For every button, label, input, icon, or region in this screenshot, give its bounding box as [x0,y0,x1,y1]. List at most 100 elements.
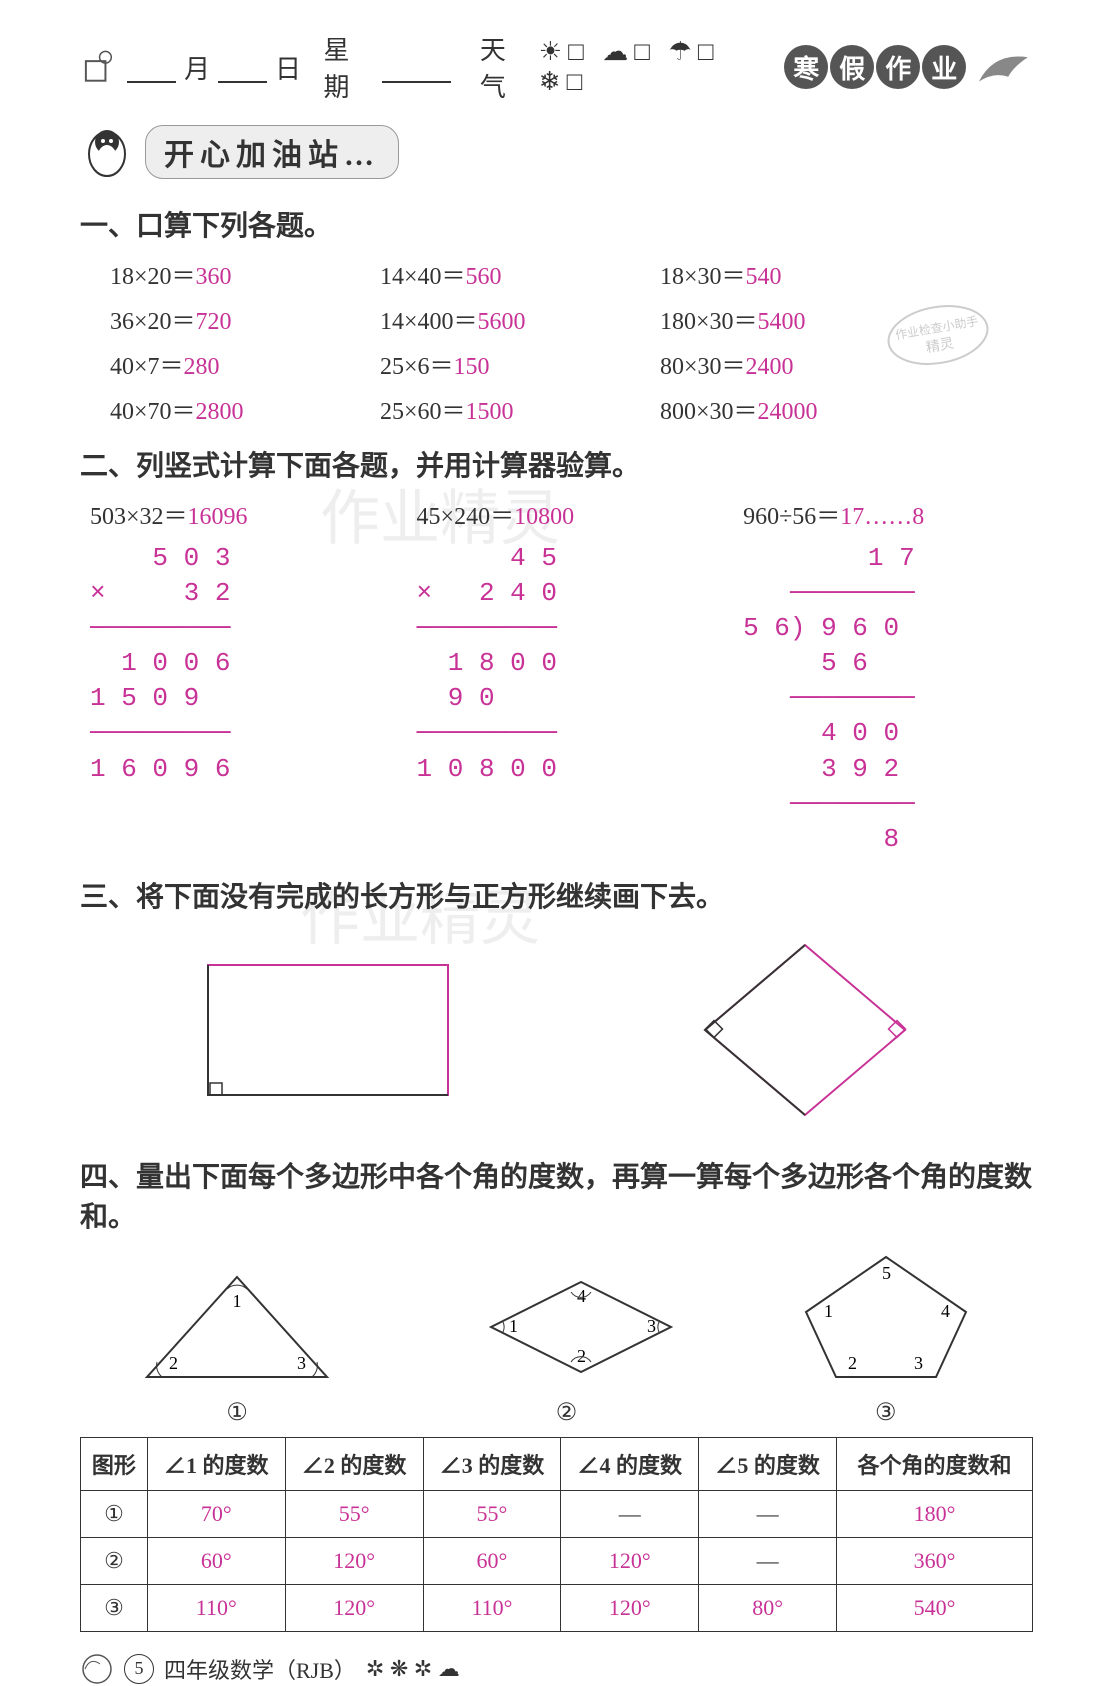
cell-value: 60° [423,1537,561,1584]
svg-text:2: 2 [848,1353,857,1373]
badge: 寒 [784,45,828,89]
svg-text:5: 5 [882,1263,891,1283]
cell-value: 55° [423,1490,561,1537]
day-blank[interactable] [218,51,267,82]
cell-value: 55° [285,1490,423,1537]
stamp-graphic: 作业检查小助手 精灵 [883,300,993,370]
svg-text:3: 3 [914,1353,923,1373]
vertical-problem: 45×240＝10800 4 5 × 2 4 0 ───────── 1 8 0… [417,496,697,857]
cell-value: 70° [147,1490,285,1537]
math-problem: 14×40＝560 [380,256,650,291]
svg-text:精灵: 精灵 [925,336,955,357]
page-header: 月 日 星期 天气 ☀□ ☁□ ☂□ ❄□ 寒 假 作 业 [80,30,1033,104]
section1-title: 一、口算下列各题。 [80,204,1033,244]
station-title: 开心加油站… [145,125,399,179]
svg-text:2: 2 [169,1353,178,1373]
weekday-blank[interactable] [382,51,451,82]
polygons-row: 1 2 3 ① 1 2 3 4 ② 1 2 3 4 5 ③ [80,1247,1033,1427]
cell-shape: ③ [81,1584,148,1631]
footer-text: 四年级数学（RJB） [164,1653,356,1685]
table-row: ③ 110° 120° 110° 120° 80° 540° [81,1584,1033,1631]
cell-value: 120° [561,1537,699,1584]
long-calculation: 5 0 3 × 3 2 ───────── 1 0 0 6 1 5 0 9 ──… [90,541,370,787]
math-problem: 25×6＝150 [380,346,650,381]
vertical-problem: 503×32＝16096 5 0 3 × 3 2 ───────── 1 0 0… [90,496,370,857]
footer-ornament: ✲ ❋ ✲ ☁ [366,1656,460,1682]
table-row: ① 70° 55° 55° — — 180° [81,1490,1033,1537]
cell-value: 110° [147,1584,285,1631]
section2-title: 二、列竖式计算下面各题，并用计算器验算。 [80,444,1033,484]
cell-value: 360° [837,1537,1033,1584]
section3-title: 三、将下面没有完成的长方形与正方形继续画下去。 [80,875,1033,915]
cell-shape: ① [81,1490,148,1537]
footer-decoration-icon [80,1652,114,1686]
vertical-calc-row: 503×32＝16096 5 0 3 × 3 2 ───────── 1 0 0… [80,496,1033,857]
month-blank[interactable] [127,51,176,82]
math-problem: 800×30＝24000 [660,391,960,426]
header-decoration-icon [80,47,119,87]
math-problem: 25×60＝1500 [380,391,650,426]
table-header: ∠4 的度数 [561,1437,699,1490]
title-badges: 寒 假 作 业 [784,45,966,89]
table-header: ∠5 的度数 [699,1437,837,1490]
table-header: 图形 [81,1437,148,1490]
leaf-decoration-icon [974,47,1033,87]
square-shape [695,935,915,1125]
weather-icons[interactable]: ☀□ ☁□ ☂□ ❄□ [539,37,776,97]
page-footer: 5 四年级数学（RJB） ✲ ❋ ✲ ☁ [80,1652,1033,1686]
polygon-pentagon: 1 2 3 4 5 ③ [796,1247,976,1427]
cell-value: 60° [147,1537,285,1584]
section4-title: 四、量出下面每个多边形中各个角的度数，再算一算每个多边形各个角的度数和。 [80,1155,1033,1235]
angles-table: 图形 ∠1 的度数 ∠2 的度数 ∠3 的度数 ∠4 的度数 ∠5 的度数 各个… [80,1437,1033,1632]
month-label: 月 [184,49,210,86]
svg-text:3: 3 [297,1353,306,1373]
svg-text:4: 4 [941,1301,950,1321]
table-row: ② 60° 120° 60° 120° — 360° [81,1537,1033,1584]
weekday-label: 星期 [324,30,375,104]
badge: 假 [830,45,874,89]
cell-value: — [561,1490,699,1537]
polygon-label: ① [137,1398,337,1427]
page-number: 5 [124,1654,154,1684]
penguin-icon [80,124,135,179]
math-problem: 14×400＝5600 [380,301,650,336]
table-header: ∠1 的度数 [147,1437,285,1490]
polygon-triangle: 1 2 3 ① [137,1267,337,1427]
math-problem: 40×7＝280 [110,346,370,381]
weather-label: 天气 [480,30,531,104]
cell-value: 110° [423,1584,561,1631]
polygon-label: ③ [796,1398,976,1427]
day-label: 日 [275,49,301,86]
cell-shape: ② [81,1537,148,1584]
polygon-rhombus: 1 2 3 4 ② [451,1267,681,1427]
svg-text:1: 1 [509,1316,518,1336]
math-problem: 36×20＝720 [110,301,370,336]
cell-value: 80° [699,1584,837,1631]
svg-text:1: 1 [824,1301,833,1321]
cell-value: 180° [837,1490,1033,1537]
polygon-label: ② [451,1398,681,1427]
math-problem: 18×20＝360 [110,256,370,291]
badge: 业 [922,45,966,89]
vertical-problem: 960÷56＝17……8 1 7 ──────── 5 6) 9 6 0 5 6… [743,496,1023,857]
table-header: 各个角的度数和 [837,1437,1033,1490]
badge: 作 [876,45,920,89]
shapes-row [80,935,1033,1125]
cell-value: — [699,1490,837,1537]
cell-value: 120° [285,1584,423,1631]
long-calculation: 1 7 ──────── 5 6) 9 6 0 5 6 ──────── 4 0… [743,541,1023,857]
rectangle-shape [198,955,458,1105]
table-header: ∠2 的度数 [285,1437,423,1490]
station-banner: 开心加油站… [80,124,1033,179]
cell-value: 540° [837,1584,1033,1631]
svg-text:1: 1 [233,1291,242,1311]
math-problem: 18×30＝540 [660,256,960,291]
svg-text:2: 2 [577,1346,586,1366]
svg-text:3: 3 [647,1316,656,1336]
long-calculation: 4 5 × 2 4 0 ───────── 1 8 0 0 9 0 ──────… [417,541,697,787]
table-header: ∠3 的度数 [423,1437,561,1490]
cell-value: — [699,1537,837,1584]
cell-value: 120° [561,1584,699,1631]
svg-text:4: 4 [577,1286,586,1306]
table-header-row: 图形 ∠1 的度数 ∠2 的度数 ∠3 的度数 ∠4 的度数 ∠5 的度数 各个… [81,1437,1033,1490]
